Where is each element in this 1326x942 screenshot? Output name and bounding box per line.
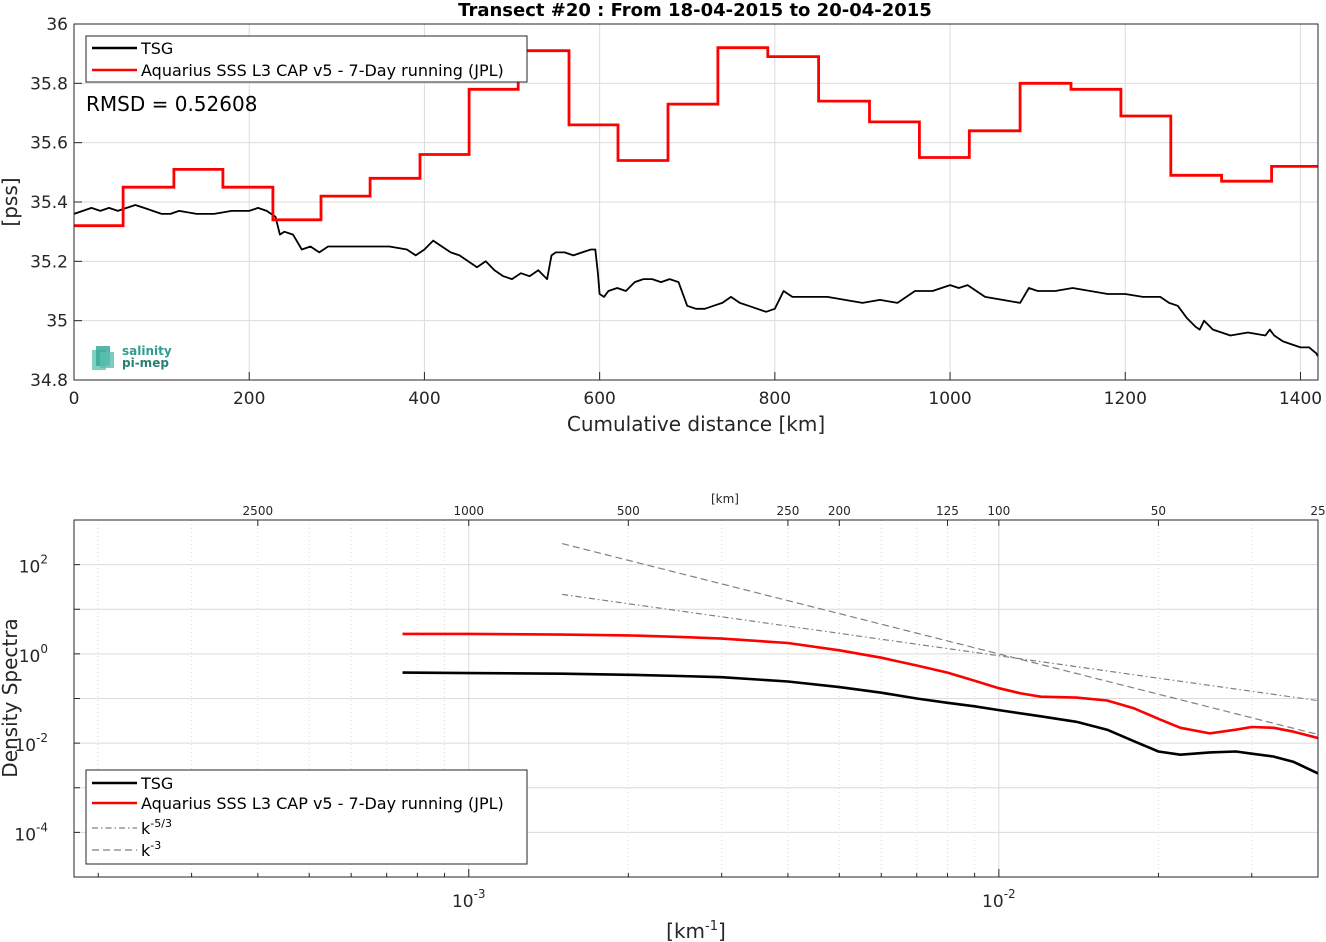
legend-box bbox=[85, 769, 528, 865]
salinity-pi-mep-logo: salinity pi-mep bbox=[92, 344, 172, 370]
logo-text-line1: salinity bbox=[122, 344, 172, 358]
series-group bbox=[402, 543, 1319, 775]
legend-label-tsg: TSG bbox=[140, 39, 173, 58]
top-tick-label: 200 bbox=[828, 504, 851, 518]
density-spectra-chart: 10-4 10-2 100 102 10-3 10-2 2500 1000 500 250 200 1… bbox=[0, 492, 1326, 942]
legend: TSG Aquarius SSS L3 CAP v5 - 7-Day runni… bbox=[85, 769, 528, 865]
x-tick-label: 0 bbox=[69, 389, 80, 409]
legend-label-k3: k-3 bbox=[141, 839, 161, 860]
tick-labels: 0 200 400 600 800 1000 1200 1400 34.8 35 35.2 35.4 3… bbox=[30, 15, 1322, 409]
logo-text-line2: pi-mep bbox=[122, 356, 169, 370]
y-tick-label: 36 bbox=[46, 15, 68, 35]
top-tick-label: 1000 bbox=[453, 504, 484, 518]
series-tsg-line bbox=[73, 204, 1319, 357]
x-tick-label: 200 bbox=[233, 389, 265, 409]
series-group bbox=[73, 46, 1319, 357]
series-aquarius-line bbox=[402, 632, 1319, 740]
y-tick-label: 34.8 bbox=[30, 371, 68, 391]
x-tick-label: 10-2 bbox=[982, 887, 1016, 912]
rmsd-annotation: RMSD = 0.52608 bbox=[86, 92, 257, 116]
legend-label-aquarius: Aquarius SSS L3 CAP v5 - 7-Day running (… bbox=[141, 61, 504, 80]
x-tick-label: 600 bbox=[583, 389, 615, 409]
top-tick-label: 500 bbox=[617, 504, 640, 518]
y-tick-label: 100 bbox=[19, 642, 48, 667]
top-tick-label: 50 bbox=[1151, 504, 1166, 518]
top-tick-label: 100 bbox=[987, 504, 1010, 518]
x-axis-label: Cumulative distance [km] bbox=[567, 412, 825, 436]
top-axis-label: [km] bbox=[711, 492, 739, 506]
series-k53-line bbox=[562, 593, 1319, 702]
x-tick-label: 1400 bbox=[1279, 389, 1322, 409]
chart-title: Transect #20 : From 18-04-2015 to 20-04-… bbox=[458, 0, 932, 21]
y-tick-label: 10-2 bbox=[14, 731, 48, 756]
series-aquarius-step-line bbox=[74, 46, 1318, 228]
series-k3-line bbox=[561, 543, 1319, 736]
top-tick-label: 2500 bbox=[243, 504, 274, 518]
y-tick-label: 35.8 bbox=[30, 74, 68, 94]
legend: TSG Aquarius SSS L3 CAP v5 - 7-Day runni… bbox=[85, 35, 528, 83]
legend-label-aquarius: Aquarius SSS L3 CAP v5 - 7-Day running (… bbox=[141, 794, 504, 813]
legend-box bbox=[85, 35, 528, 83]
y-tick-label: 35 bbox=[46, 312, 68, 332]
y-tick-label: 35.4 bbox=[30, 193, 68, 213]
x-tick-label: 1200 bbox=[1104, 389, 1147, 409]
legend-label-k53: k-5/3 bbox=[141, 817, 172, 838]
y-tick-label: 10-4 bbox=[14, 820, 48, 845]
tick-labels: 10-4 10-2 100 102 10-3 10-2 2500 1000 500 250 200 1… bbox=[14, 504, 1325, 912]
y-tick-label: 35.6 bbox=[30, 134, 68, 154]
x-tick-label: 10-3 bbox=[452, 887, 486, 912]
logo-icon bbox=[92, 346, 114, 370]
salinity-transect-chart: Transect #20 : From 18-04-2015 to 20-04-… bbox=[0, 0, 1322, 436]
legend-label-tsg: TSG bbox=[140, 774, 173, 793]
x-tick-label: 800 bbox=[759, 389, 791, 409]
top-tick-label: 125 bbox=[936, 504, 959, 518]
x-tick-label: 1000 bbox=[928, 389, 971, 409]
top-tick-label: 25 bbox=[1310, 504, 1325, 518]
y-tick-label: 35.2 bbox=[30, 252, 68, 272]
x-tick-label: 400 bbox=[408, 389, 440, 409]
top-tick-label: 250 bbox=[776, 504, 799, 518]
y-tick-label: 102 bbox=[19, 553, 48, 578]
y-axis-label: [pss] bbox=[0, 177, 22, 226]
y-axis-label: Density Spectra bbox=[0, 618, 22, 777]
x-axis-label: [km-1] bbox=[666, 919, 726, 942]
series-tsg-line bbox=[402, 671, 1319, 775]
